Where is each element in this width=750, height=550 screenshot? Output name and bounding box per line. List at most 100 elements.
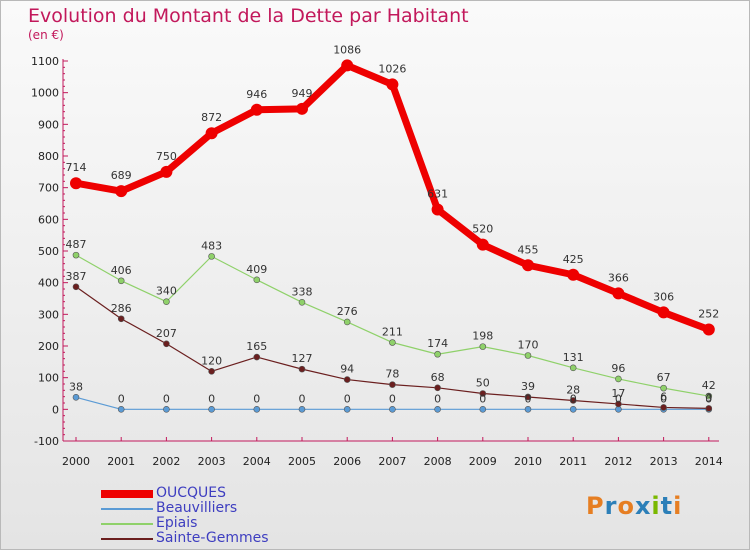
- x-tick-label: 2001: [107, 455, 135, 468]
- data-label-epiais: 276: [337, 305, 358, 318]
- data-label-epiais: 170: [518, 339, 539, 352]
- data-point-sainte-gemmes: [298, 365, 306, 373]
- legend-swatch-beauvilliers: [101, 507, 153, 510]
- x-tick-label: 2010: [514, 455, 542, 468]
- data-point-beauvilliers: [569, 406, 577, 413]
- data-point-sainte-gemmes: [389, 381, 396, 388]
- data-label-epiais: 198: [472, 330, 493, 343]
- x-tick-label: 2013: [650, 455, 678, 468]
- data-point-epiais: [253, 276, 261, 284]
- x-tick-label: 2002: [152, 455, 180, 468]
- y-tick-label: 100: [38, 372, 59, 385]
- data-label-beauvilliers: 0: [344, 392, 351, 405]
- data-label-beauvilliers: 0: [434, 392, 441, 405]
- data-point-sainte-gemmes: [660, 404, 667, 411]
- data-label-oucques: 1086: [333, 43, 361, 56]
- x-tick-label: 2014: [695, 455, 723, 468]
- data-point-oucques: [476, 238, 489, 251]
- data-point-beauvilliers: [479, 406, 487, 413]
- data-label-epiais: 406: [111, 264, 132, 277]
- y-tick-label: 300: [38, 308, 59, 321]
- legend-label-sainte-gemmes: Sainte-Gemmes: [156, 530, 269, 546]
- y-tick-label: 800: [38, 150, 59, 163]
- data-point-epiais: [524, 352, 532, 359]
- data-label-beauvilliers: 0: [253, 392, 260, 405]
- data-label-oucques: 714: [66, 161, 87, 174]
- data-point-beauvilliers: [72, 393, 80, 401]
- data-label-beauvilliers: 0: [660, 392, 667, 405]
- data-label-beauvilliers: 0: [525, 392, 532, 405]
- data-label-epiais: 338: [292, 285, 313, 298]
- x-tick-label: 2012: [604, 455, 632, 468]
- data-label-epiais: 96: [611, 362, 625, 375]
- data-point-oucques: [386, 78, 399, 91]
- legend-item-beauvilliers: Beauvilliers: [101, 501, 269, 516]
- data-point-sainte-gemmes: [72, 283, 80, 291]
- data-label-sainte-gemmes: 127: [292, 352, 313, 365]
- data-label-oucques: 520: [472, 223, 493, 236]
- y-tick-label: 900: [38, 118, 59, 131]
- data-label-oucques: 689: [111, 169, 132, 182]
- chart-legend: OUCQUES Beauvilliers Epiais Sainte-Gemme…: [101, 486, 269, 546]
- data-label-oucques: 750: [156, 150, 177, 163]
- data-label-sainte-gemmes: 28: [566, 383, 580, 396]
- data-label-sainte-gemmes: 78: [385, 368, 399, 381]
- y-tick-label: 400: [38, 277, 59, 290]
- proxiti-logo: Proxiti: [586, 492, 683, 520]
- data-label-sainte-gemmes: 165: [246, 340, 267, 353]
- data-label-oucques: 872: [201, 111, 222, 124]
- data-point-oucques: [431, 203, 444, 216]
- data-label-oucques: 946: [246, 88, 267, 101]
- data-point-epiais: [615, 375, 622, 383]
- data-point-oucques: [70, 177, 82, 190]
- x-tick-label: 2007: [378, 455, 406, 468]
- data-point-oucques: [612, 287, 625, 300]
- x-tick-label: 2005: [288, 455, 316, 468]
- data-label-beauvilliers: 0: [299, 392, 306, 405]
- data-point-sainte-gemmes: [117, 315, 125, 323]
- y-tick-label: 0: [52, 403, 59, 416]
- data-point-sainte-gemmes: [434, 384, 441, 392]
- y-tick-label: 700: [38, 182, 59, 195]
- unit-label: (en €): [28, 28, 64, 42]
- legend-item-oucques: OUCQUES: [101, 486, 269, 501]
- data-label-beauvilliers: 38: [69, 380, 83, 393]
- legend-swatch-epiais: [101, 522, 153, 525]
- data-label-sainte-gemmes: 17: [611, 387, 625, 400]
- data-label-beauvilliers: 0: [479, 392, 486, 405]
- data-point-beauvilliers: [389, 406, 396, 413]
- legend-label-oucques: OUCQUES: [156, 485, 227, 501]
- data-point-epiais: [208, 253, 215, 260]
- y-tick-label: 1100: [31, 55, 59, 68]
- data-point-sainte-gemmes: [524, 393, 532, 401]
- data-point-epiais: [117, 277, 125, 285]
- data-label-oucques: 306: [653, 290, 674, 303]
- data-point-sainte-gemmes: [208, 368, 215, 375]
- x-tick-label: 2003: [198, 455, 226, 468]
- data-point-epiais: [434, 350, 441, 358]
- data-label-beauvilliers: 0: [705, 392, 712, 405]
- data-label-sainte-gemmes: 286: [111, 302, 132, 315]
- data-point-oucques: [522, 259, 534, 272]
- data-label-beauvilliers: 0: [208, 392, 215, 405]
- x-tick-label: 2000: [62, 455, 90, 468]
- data-label-sainte-gemmes: 94: [340, 363, 354, 376]
- data-label-sainte-gemmes: 50: [476, 377, 490, 390]
- data-point-beauvilliers: [524, 406, 532, 413]
- legend-item-epiais: Epiais: [101, 516, 269, 531]
- y-tick-label: 1000: [31, 87, 59, 100]
- data-label-sainte-gemmes: 68: [431, 371, 445, 384]
- data-point-sainte-gemmes: [705, 405, 713, 412]
- data-point-epiais: [660, 384, 667, 392]
- data-label-oucques: 252: [698, 308, 719, 321]
- data-point-sainte-gemmes: [343, 376, 351, 383]
- data-point-oucques: [205, 127, 218, 140]
- data-point-epiais: [479, 343, 487, 350]
- data-label-beauvilliers: 0: [389, 392, 396, 405]
- data-point-beauvilliers: [343, 406, 351, 413]
- data-label-epiais: 131: [563, 351, 584, 364]
- data-label-sainte-gemmes: 120: [201, 354, 222, 367]
- data-label-epiais: 67: [657, 371, 671, 384]
